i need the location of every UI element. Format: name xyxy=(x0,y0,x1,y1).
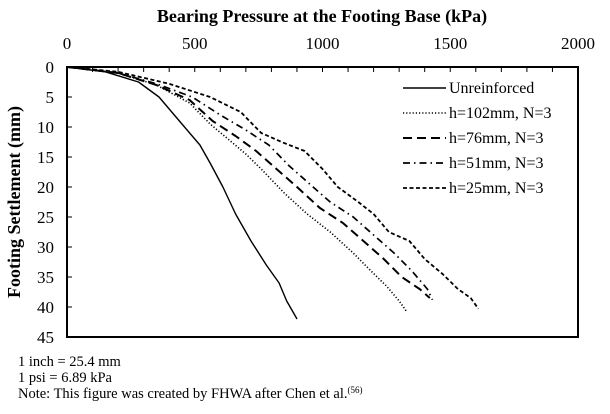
y-tick-label: 30 xyxy=(37,238,54,257)
x-axis: 0 500 1000 1500 2000 xyxy=(63,34,595,72)
chart: Bearing Pressure at the Footing Base (kP… xyxy=(4,6,595,345)
y-axis-label: Footing Settlement (mm) xyxy=(4,106,25,298)
legend: Unreinforced h=102mm, N=3 h=76mm, N=3 h=51m… xyxy=(403,80,552,197)
x-tick-label: 0 xyxy=(63,34,72,53)
series-line-0 xyxy=(66,66,298,320)
note-psi: 1 psi = 6.89 kPa xyxy=(18,370,112,386)
y-tick-label: 20 xyxy=(37,178,54,197)
y-tick-label: 10 xyxy=(37,118,54,137)
y-tick-label: 5 xyxy=(46,88,55,107)
notes: 1 inch = 25.4 mm 1 psi = 6.89 kPa Note: … xyxy=(18,354,363,402)
note-source-text: Note: This figure was created by FHWA af… xyxy=(18,386,348,402)
x-tick-label: 1500 xyxy=(433,34,467,53)
note-inch: 1 inch = 25.4 mm xyxy=(18,354,121,370)
legend-label: Unreinforced xyxy=(449,80,534,97)
x-tick-label: 2000 xyxy=(561,34,595,53)
y-tick-label: 0 xyxy=(46,58,55,77)
legend-label: h=102mm, N=3 xyxy=(449,105,552,122)
note-citation: (56) xyxy=(347,385,363,395)
series-line-4 xyxy=(66,66,480,310)
y-axis: 0 5 10 15 20 25 30 35 40 45 xyxy=(37,58,72,345)
series-group xyxy=(66,66,480,320)
legend-label: h=51mm, N=3 xyxy=(449,155,544,172)
series-line-2 xyxy=(66,66,431,299)
legend-label: h=76mm, N=3 xyxy=(449,130,544,147)
chart-title: Bearing Pressure at the Footing Base (kP… xyxy=(157,6,487,27)
x-tick-label: 500 xyxy=(182,34,208,53)
y-tick-label: 45 xyxy=(37,328,54,345)
series-line-1 xyxy=(66,66,408,313)
y-tick-label: 15 xyxy=(37,148,54,167)
plot-area-frame xyxy=(66,66,579,338)
legend-label: h=25mm, N=3 xyxy=(449,180,544,197)
x-tick-label: 1000 xyxy=(306,34,340,53)
y-tick-label: 25 xyxy=(37,208,54,227)
y-tick-label: 40 xyxy=(37,298,54,317)
note-source: Note: This figure was created by FHWA af… xyxy=(18,385,363,403)
series-line-3 xyxy=(66,66,434,301)
y-tick-label: 35 xyxy=(37,268,54,287)
